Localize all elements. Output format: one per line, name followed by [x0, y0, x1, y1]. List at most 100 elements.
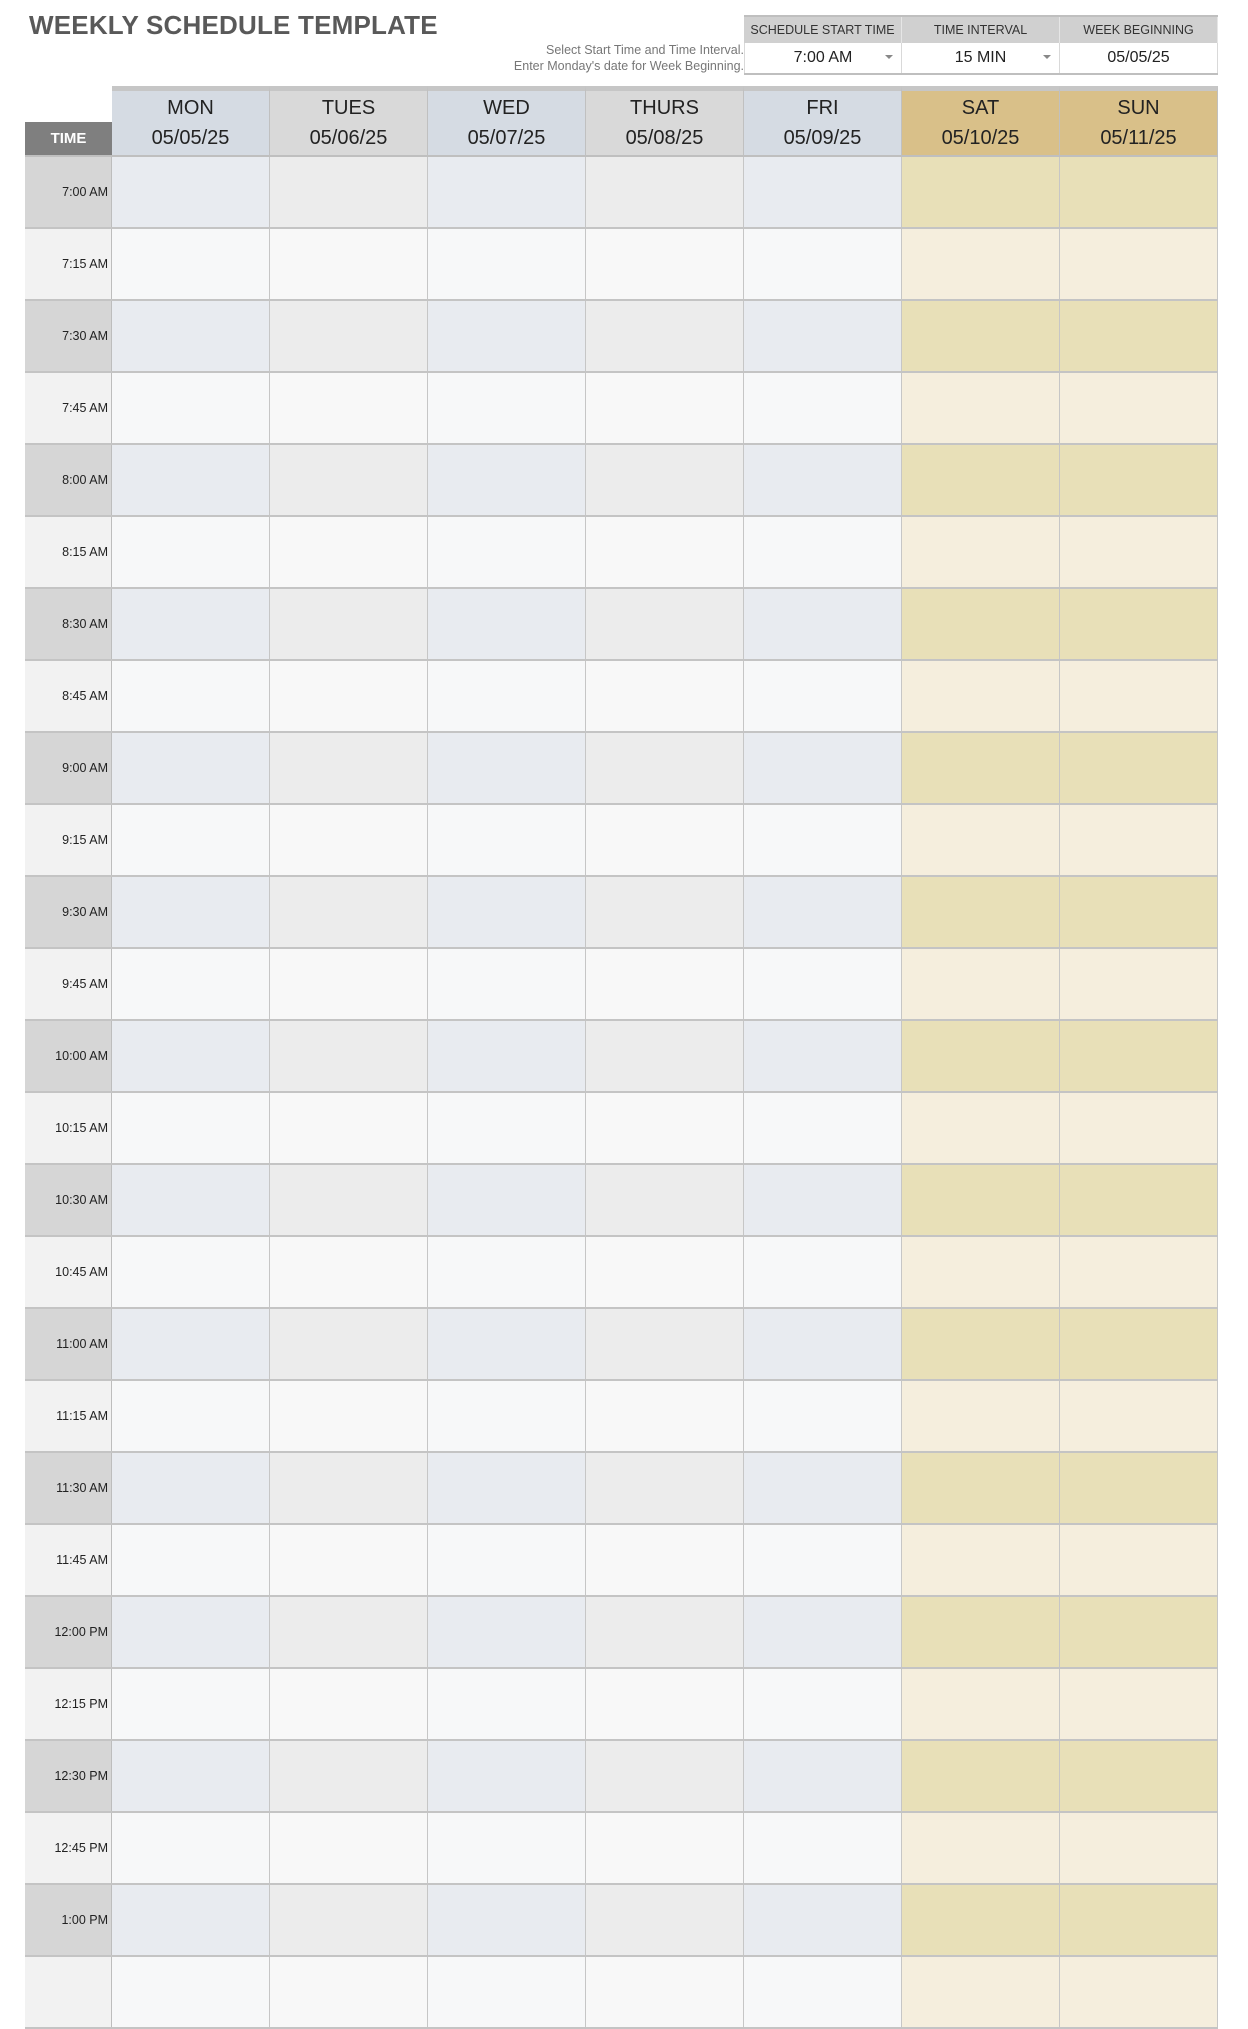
- schedule-cell-fri[interactable]: [744, 877, 902, 947]
- schedule-cell-mon[interactable]: [112, 1165, 270, 1235]
- schedule-cell-fri[interactable]: [744, 1669, 902, 1739]
- schedule-cell-wed[interactable]: [428, 949, 586, 1019]
- schedule-cell-sun[interactable]: [1060, 301, 1218, 371]
- schedule-cell-tues[interactable]: [270, 1165, 428, 1235]
- schedule-cell-mon[interactable]: [112, 1741, 270, 1811]
- schedule-cell-wed[interactable]: [428, 1093, 586, 1163]
- schedule-cell-sun[interactable]: [1060, 733, 1218, 803]
- schedule-cell-wed[interactable]: [428, 805, 586, 875]
- schedule-cell-sat[interactable]: [902, 805, 1060, 875]
- schedule-cell-thurs[interactable]: [586, 157, 744, 227]
- schedule-cell-sun[interactable]: [1060, 949, 1218, 1019]
- schedule-cell-fri[interactable]: [744, 157, 902, 227]
- schedule-cell-tues[interactable]: [270, 1813, 428, 1883]
- schedule-cell-mon[interactable]: [112, 1525, 270, 1595]
- schedule-cell-sun[interactable]: [1060, 589, 1218, 659]
- schedule-cell-mon[interactable]: [112, 1669, 270, 1739]
- schedule-cell-wed[interactable]: [428, 517, 586, 587]
- schedule-cell-fri[interactable]: [744, 949, 902, 1019]
- schedule-cell-sun[interactable]: [1060, 1813, 1218, 1883]
- schedule-cell-sat[interactable]: [902, 1093, 1060, 1163]
- schedule-cell-mon[interactable]: [112, 445, 270, 515]
- schedule-cell-mon[interactable]: [112, 1021, 270, 1091]
- schedule-cell-wed[interactable]: [428, 1957, 586, 2027]
- schedule-cell-sun[interactable]: [1060, 373, 1218, 443]
- schedule-cell-mon[interactable]: [112, 301, 270, 371]
- schedule-cell-tues[interactable]: [270, 517, 428, 587]
- schedule-cell-thurs[interactable]: [586, 1237, 744, 1307]
- schedule-cell-wed[interactable]: [428, 157, 586, 227]
- schedule-cell-wed[interactable]: [428, 301, 586, 371]
- schedule-cell-tues[interactable]: [270, 445, 428, 515]
- schedule-cell-fri[interactable]: [744, 1597, 902, 1667]
- schedule-cell-wed[interactable]: [428, 1381, 586, 1451]
- schedule-cell-thurs[interactable]: [586, 1093, 744, 1163]
- schedule-cell-thurs[interactable]: [586, 733, 744, 803]
- schedule-cell-sun[interactable]: [1060, 877, 1218, 947]
- schedule-cell-tues[interactable]: [270, 589, 428, 659]
- schedule-cell-mon[interactable]: [112, 733, 270, 803]
- schedule-cell-sat[interactable]: [902, 229, 1060, 299]
- schedule-cell-sun[interactable]: [1060, 1381, 1218, 1451]
- schedule-cell-fri[interactable]: [744, 1885, 902, 1955]
- schedule-cell-mon[interactable]: [112, 373, 270, 443]
- schedule-cell-tues[interactable]: [270, 1381, 428, 1451]
- schedule-cell-fri[interactable]: [744, 1525, 902, 1595]
- schedule-cell-wed[interactable]: [428, 229, 586, 299]
- schedule-cell-fri[interactable]: [744, 1021, 902, 1091]
- schedule-cell-mon[interactable]: [112, 1381, 270, 1451]
- schedule-cell-mon[interactable]: [112, 589, 270, 659]
- schedule-cell-wed[interactable]: [428, 877, 586, 947]
- schedule-cell-fri[interactable]: [744, 1741, 902, 1811]
- schedule-cell-thurs[interactable]: [586, 1021, 744, 1091]
- schedule-cell-sat[interactable]: [902, 1309, 1060, 1379]
- schedule-cell-sat[interactable]: [902, 1885, 1060, 1955]
- schedule-cell-sat[interactable]: [902, 949, 1060, 1019]
- schedule-cell-sun[interactable]: [1060, 1885, 1218, 1955]
- dropdown-arrow-icon[interactable]: [885, 55, 893, 59]
- schedule-cell-thurs[interactable]: [586, 1525, 744, 1595]
- schedule-cell-sat[interactable]: [902, 301, 1060, 371]
- schedule-cell-fri[interactable]: [744, 1957, 902, 2027]
- schedule-cell-mon[interactable]: [112, 1885, 270, 1955]
- schedule-cell-mon[interactable]: [112, 1309, 270, 1379]
- schedule-cell-thurs[interactable]: [586, 301, 744, 371]
- schedule-cell-wed[interactable]: [428, 1885, 586, 1955]
- schedule-cell-fri[interactable]: [744, 229, 902, 299]
- schedule-cell-mon[interactable]: [112, 1453, 270, 1523]
- schedule-cell-fri[interactable]: [744, 1453, 902, 1523]
- schedule-cell-wed[interactable]: [428, 1021, 586, 1091]
- schedule-cell-wed[interactable]: [428, 1741, 586, 1811]
- schedule-cell-tues[interactable]: [270, 877, 428, 947]
- schedule-cell-mon[interactable]: [112, 1237, 270, 1307]
- schedule-cell-sat[interactable]: [902, 1381, 1060, 1451]
- schedule-cell-mon[interactable]: [112, 157, 270, 227]
- schedule-cell-wed[interactable]: [428, 1237, 586, 1307]
- schedule-cell-tues[interactable]: [270, 1597, 428, 1667]
- schedule-cell-mon[interactable]: [112, 1597, 270, 1667]
- schedule-cell-fri[interactable]: [744, 805, 902, 875]
- schedule-cell-sun[interactable]: [1060, 1309, 1218, 1379]
- schedule-cell-thurs[interactable]: [586, 445, 744, 515]
- schedule-cell-tues[interactable]: [270, 1453, 428, 1523]
- schedule-cell-sat[interactable]: [902, 589, 1060, 659]
- schedule-cell-wed[interactable]: [428, 733, 586, 803]
- schedule-cell-sat[interactable]: [902, 1021, 1060, 1091]
- schedule-cell-tues[interactable]: [270, 1021, 428, 1091]
- schedule-cell-tues[interactable]: [270, 301, 428, 371]
- schedule-cell-wed[interactable]: [428, 1453, 586, 1523]
- schedule-cell-sun[interactable]: [1060, 1093, 1218, 1163]
- schedule-cell-fri[interactable]: [744, 373, 902, 443]
- schedule-cell-tues[interactable]: [270, 1957, 428, 2027]
- schedule-cell-sat[interactable]: [902, 1525, 1060, 1595]
- schedule-cell-mon[interactable]: [112, 1813, 270, 1883]
- schedule-cell-wed[interactable]: [428, 589, 586, 659]
- schedule-cell-fri[interactable]: [744, 1093, 902, 1163]
- interval-select[interactable]: 15 MIN: [902, 43, 1060, 73]
- schedule-cell-tues[interactable]: [270, 1669, 428, 1739]
- schedule-cell-wed[interactable]: [428, 1813, 586, 1883]
- schedule-cell-fri[interactable]: [744, 1309, 902, 1379]
- schedule-cell-sun[interactable]: [1060, 1597, 1218, 1667]
- week-beginning-input[interactable]: 05/05/25: [1060, 43, 1218, 73]
- schedule-cell-thurs[interactable]: [586, 373, 744, 443]
